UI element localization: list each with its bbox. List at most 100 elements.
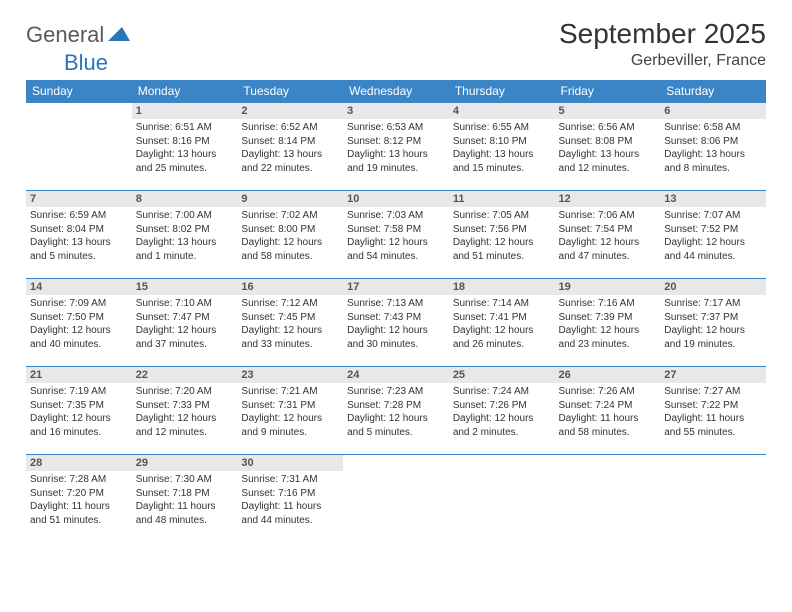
day-cell: 6Sunrise: 6:58 AMSunset: 8:06 PMDaylight… <box>660 103 766 191</box>
day-number: 23 <box>237 367 343 383</box>
day-number: 20 <box>660 279 766 295</box>
day-line: Sunset: 7:24 PM <box>559 399 657 413</box>
day-line: Sunset: 7:33 PM <box>136 399 234 413</box>
day-line: Daylight: 12 hours <box>453 324 551 338</box>
day-content: Sunrise: 7:21 AMSunset: 7:31 PMDaylight:… <box>237 383 343 443</box>
day-cell: 21Sunrise: 7:19 AMSunset: 7:35 PMDayligh… <box>26 367 132 455</box>
day-line: Sunset: 8:02 PM <box>136 223 234 237</box>
day-cell <box>555 455 661 543</box>
day-content: Sunrise: 7:30 AMSunset: 7:18 PMDaylight:… <box>132 471 238 531</box>
day-cell: 15Sunrise: 7:10 AMSunset: 7:47 PMDayligh… <box>132 279 238 367</box>
day-content: Sunrise: 7:27 AMSunset: 7:22 PMDaylight:… <box>660 383 766 443</box>
day-content: Sunrise: 6:53 AMSunset: 8:12 PMDaylight:… <box>343 119 449 179</box>
day-number: 21 <box>26 367 132 383</box>
day-line: and 22 minutes. <box>241 162 339 176</box>
day-content: Sunrise: 7:12 AMSunset: 7:45 PMDaylight:… <box>237 295 343 355</box>
day-line: Sunrise: 7:13 AM <box>347 297 445 311</box>
day-line: and 8 minutes. <box>664 162 762 176</box>
day-number: 2 <box>237 103 343 119</box>
day-line: and 51 minutes. <box>453 250 551 264</box>
day-line: Sunrise: 7:10 AM <box>136 297 234 311</box>
week-row: 21Sunrise: 7:19 AMSunset: 7:35 PMDayligh… <box>26 367 766 455</box>
day-cell <box>26 103 132 191</box>
day-number: 1 <box>132 103 238 119</box>
day-line: Daylight: 12 hours <box>453 412 551 426</box>
day-content: Sunrise: 6:55 AMSunset: 8:10 PMDaylight:… <box>449 119 555 179</box>
calendar-table: SundayMondayTuesdayWednesdayThursdayFrid… <box>26 80 766 543</box>
day-number: 29 <box>132 455 238 471</box>
logo-text-general: General <box>26 22 104 48</box>
day-content: Sunrise: 7:13 AMSunset: 7:43 PMDaylight:… <box>343 295 449 355</box>
day-line: Daylight: 12 hours <box>136 412 234 426</box>
day-line: Sunset: 7:22 PM <box>664 399 762 413</box>
day-number: 3 <box>343 103 449 119</box>
day-line: Daylight: 11 hours <box>30 500 128 514</box>
day-line: Sunset: 7:47 PM <box>136 311 234 325</box>
day-line: and 12 minutes. <box>559 162 657 176</box>
day-content: Sunrise: 7:06 AMSunset: 7:54 PMDaylight:… <box>555 207 661 267</box>
day-line: Sunrise: 7:00 AM <box>136 209 234 223</box>
day-line: Sunrise: 7:16 AM <box>559 297 657 311</box>
day-line: Sunset: 7:31 PM <box>241 399 339 413</box>
week-row: 7Sunrise: 6:59 AMSunset: 8:04 PMDaylight… <box>26 191 766 279</box>
day-line: Daylight: 12 hours <box>664 236 762 250</box>
day-line: Sunset: 7:28 PM <box>347 399 445 413</box>
day-cell: 20Sunrise: 7:17 AMSunset: 7:37 PMDayligh… <box>660 279 766 367</box>
day-content: Sunrise: 6:56 AMSunset: 8:08 PMDaylight:… <box>555 119 661 179</box>
day-number: 6 <box>660 103 766 119</box>
day-line: Sunrise: 7:23 AM <box>347 385 445 399</box>
day-content: Sunrise: 7:10 AMSunset: 7:47 PMDaylight:… <box>132 295 238 355</box>
day-line: Daylight: 12 hours <box>559 324 657 338</box>
day-cell: 16Sunrise: 7:12 AMSunset: 7:45 PMDayligh… <box>237 279 343 367</box>
day-line: Sunrise: 7:20 AM <box>136 385 234 399</box>
weekday-header: Saturday <box>660 80 766 103</box>
day-line: Sunrise: 7:12 AM <box>241 297 339 311</box>
day-number: 24 <box>343 367 449 383</box>
day-content: Sunrise: 7:19 AMSunset: 7:35 PMDaylight:… <box>26 383 132 443</box>
day-line: Sunset: 8:04 PM <box>30 223 128 237</box>
weekday-header: Thursday <box>449 80 555 103</box>
day-cell: 14Sunrise: 7:09 AMSunset: 7:50 PMDayligh… <box>26 279 132 367</box>
day-line: Sunrise: 7:06 AM <box>559 209 657 223</box>
day-line: Sunset: 7:58 PM <box>347 223 445 237</box>
day-line: and 44 minutes. <box>664 250 762 264</box>
day-cell: 26Sunrise: 7:26 AMSunset: 7:24 PMDayligh… <box>555 367 661 455</box>
day-cell: 18Sunrise: 7:14 AMSunset: 7:41 PMDayligh… <box>449 279 555 367</box>
day-number: 16 <box>237 279 343 295</box>
day-line: and 5 minutes. <box>347 426 445 440</box>
day-line: Sunrise: 6:51 AM <box>136 121 234 135</box>
day-line: Daylight: 13 hours <box>664 148 762 162</box>
day-number: 10 <box>343 191 449 207</box>
weekday-header: Wednesday <box>343 80 449 103</box>
day-line: Sunset: 7:56 PM <box>453 223 551 237</box>
day-line: Daylight: 13 hours <box>347 148 445 162</box>
day-number: 17 <box>343 279 449 295</box>
day-line: Sunrise: 6:52 AM <box>241 121 339 135</box>
day-line: Daylight: 12 hours <box>453 236 551 250</box>
day-line: Sunrise: 7:09 AM <box>30 297 128 311</box>
day-line: and 44 minutes. <box>241 514 339 528</box>
location: Gerbeviller, France <box>559 52 766 70</box>
day-number: 14 <box>26 279 132 295</box>
day-line: Daylight: 11 hours <box>241 500 339 514</box>
day-number: 15 <box>132 279 238 295</box>
day-cell <box>449 455 555 543</box>
day-number: 8 <box>132 191 238 207</box>
day-line: Daylight: 11 hours <box>664 412 762 426</box>
day-line: Sunrise: 7:05 AM <box>453 209 551 223</box>
day-line: Daylight: 13 hours <box>136 148 234 162</box>
day-cell: 24Sunrise: 7:23 AMSunset: 7:28 PMDayligh… <box>343 367 449 455</box>
day-line: Sunset: 7:35 PM <box>30 399 128 413</box>
day-line: Daylight: 12 hours <box>347 412 445 426</box>
day-cell: 9Sunrise: 7:02 AMSunset: 8:00 PMDaylight… <box>237 191 343 279</box>
logo-triangle-icon <box>108 25 130 46</box>
day-line: Sunset: 7:41 PM <box>453 311 551 325</box>
day-line: and 19 minutes. <box>347 162 445 176</box>
day-content: Sunrise: 7:20 AMSunset: 7:33 PMDaylight:… <box>132 383 238 443</box>
day-line: and 2 minutes. <box>453 426 551 440</box>
day-line: Sunset: 7:43 PM <box>347 311 445 325</box>
day-content: Sunrise: 7:23 AMSunset: 7:28 PMDaylight:… <box>343 383 449 443</box>
day-number: 22 <box>132 367 238 383</box>
day-number: 28 <box>26 455 132 471</box>
day-content: Sunrise: 7:05 AMSunset: 7:56 PMDaylight:… <box>449 207 555 267</box>
